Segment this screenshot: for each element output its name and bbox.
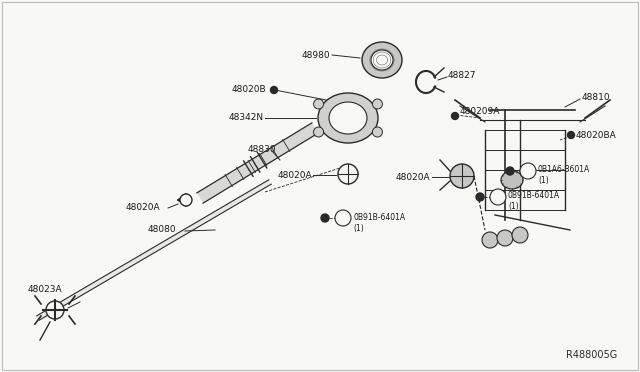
Circle shape bbox=[335, 210, 351, 226]
Text: 48020B: 48020B bbox=[232, 86, 266, 94]
Text: N: N bbox=[495, 194, 501, 200]
Circle shape bbox=[482, 232, 498, 248]
Text: 48827: 48827 bbox=[448, 71, 477, 80]
Circle shape bbox=[506, 167, 514, 175]
Text: (1): (1) bbox=[353, 224, 364, 232]
Text: 0B91B-6401A: 0B91B-6401A bbox=[353, 212, 405, 221]
Text: 48023A: 48023A bbox=[28, 285, 63, 295]
Text: (1): (1) bbox=[538, 176, 548, 186]
Circle shape bbox=[271, 87, 278, 93]
Circle shape bbox=[450, 164, 474, 188]
Circle shape bbox=[512, 227, 528, 243]
Text: 48342N: 48342N bbox=[229, 113, 264, 122]
Circle shape bbox=[476, 193, 484, 201]
Text: 48980: 48980 bbox=[301, 51, 330, 60]
Circle shape bbox=[568, 131, 575, 138]
Ellipse shape bbox=[329, 102, 367, 134]
Text: B: B bbox=[525, 168, 531, 174]
Text: 48080: 48080 bbox=[148, 225, 177, 234]
Text: 0B1A6-B601A: 0B1A6-B601A bbox=[538, 166, 590, 174]
Polygon shape bbox=[197, 123, 318, 203]
Circle shape bbox=[46, 301, 64, 319]
Circle shape bbox=[520, 163, 536, 179]
Ellipse shape bbox=[501, 171, 523, 189]
Polygon shape bbox=[36, 180, 271, 320]
Circle shape bbox=[180, 194, 192, 206]
Text: 48020BA: 48020BA bbox=[576, 131, 617, 140]
Text: 480209A: 480209A bbox=[460, 108, 500, 116]
Text: 48020A: 48020A bbox=[277, 170, 312, 180]
Circle shape bbox=[451, 112, 458, 119]
Circle shape bbox=[314, 99, 324, 109]
Ellipse shape bbox=[371, 50, 393, 70]
Circle shape bbox=[372, 99, 383, 109]
Text: 48020A: 48020A bbox=[396, 173, 430, 182]
Text: N: N bbox=[340, 215, 346, 221]
Text: 48830: 48830 bbox=[248, 145, 276, 154]
Circle shape bbox=[321, 214, 329, 222]
Ellipse shape bbox=[318, 93, 378, 143]
Circle shape bbox=[490, 189, 506, 205]
Circle shape bbox=[372, 127, 383, 137]
Circle shape bbox=[497, 230, 513, 246]
Text: 48020A: 48020A bbox=[126, 203, 161, 212]
Text: 48810: 48810 bbox=[582, 93, 611, 103]
Text: 0B91B-6401A: 0B91B-6401A bbox=[508, 192, 560, 201]
Circle shape bbox=[338, 164, 358, 184]
Circle shape bbox=[314, 127, 324, 137]
Text: R488005G: R488005G bbox=[566, 350, 617, 360]
Text: (1): (1) bbox=[508, 202, 519, 212]
Ellipse shape bbox=[362, 42, 402, 78]
